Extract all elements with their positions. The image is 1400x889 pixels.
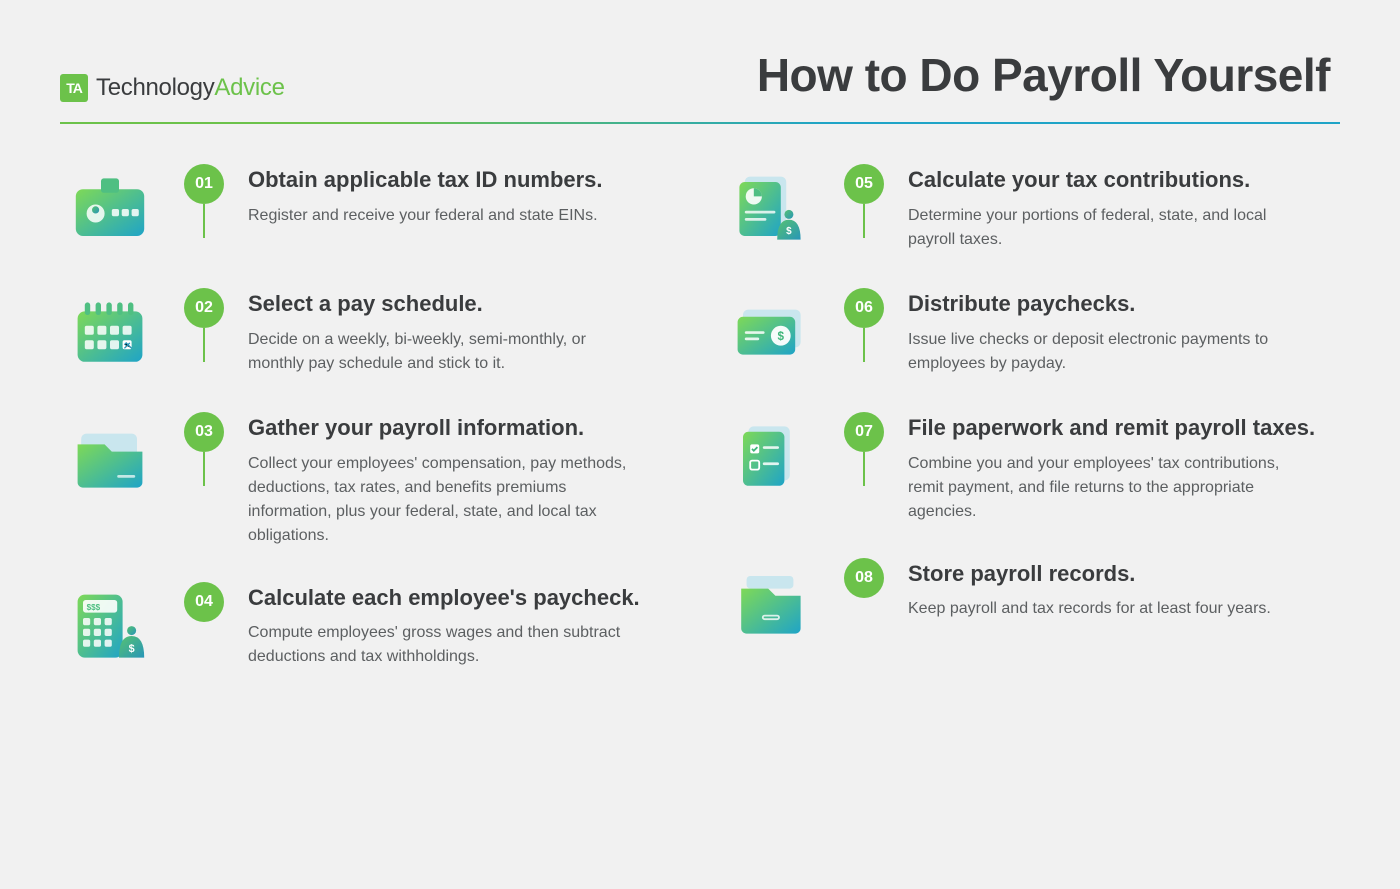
folder-icon <box>60 412 160 502</box>
step-number-badge: 08 <box>844 558 884 598</box>
step-number-badge: 01 <box>184 164 224 204</box>
calculator-money-icon: $$$ $ <box>60 582 160 672</box>
step-number-badge: 02 <box>184 288 224 328</box>
step-number-badge: 07 <box>844 412 884 452</box>
connector-line <box>863 204 865 238</box>
paycheck-icon: $ <box>720 288 820 378</box>
connector-line <box>203 204 205 238</box>
step-title: Distribute paychecks. <box>908 290 1340 318</box>
step-title: Gather your payroll information. <box>248 414 680 442</box>
right-column: $ 05 Calculate your tax contributions. D… <box>720 164 1340 672</box>
svg-text:$: $ <box>778 330 785 343</box>
archive-icon <box>720 558 820 648</box>
brand-name-prefix: Technology <box>96 74 214 101</box>
step-body: Gather your payroll information. Collect… <box>248 412 680 548</box>
brand-name-accent: Advice <box>214 74 284 101</box>
connector-line <box>863 452 865 486</box>
header-rule <box>60 122 1340 124</box>
step-body: Calculate your tax contributions. Determ… <box>908 164 1340 252</box>
step-desc: Determine your portions of federal, stat… <box>908 204 1288 252</box>
step-badge-wrap: 04 <box>184 582 224 622</box>
step-07: 07 File paperwork and remit payroll taxe… <box>720 412 1340 558</box>
svg-text:$: $ <box>129 643 135 655</box>
step-badge-wrap: 01 <box>184 164 224 204</box>
step-03: 03 Gather your payroll information. Coll… <box>60 412 680 582</box>
step-badge-wrap: 08 <box>844 558 884 598</box>
step-title: Obtain applicable tax ID numbers. <box>248 166 680 194</box>
steps-columns: 01 Obtain applicable tax ID numbers. Reg… <box>60 164 1340 672</box>
svg-text:$$$: $$$ <box>87 602 101 611</box>
brand-name: TechnologyAdvice <box>96 74 285 102</box>
step-badge-wrap: 02 <box>184 288 224 328</box>
step-badge-wrap: 06 <box>844 288 884 328</box>
step-number-badge: 05 <box>844 164 884 204</box>
step-title: File paperwork and remit payroll taxes. <box>908 414 1340 442</box>
step-desc: Register and receive your federal and st… <box>248 204 628 228</box>
step-number-badge: 06 <box>844 288 884 328</box>
step-badge-wrap: 07 <box>844 412 884 452</box>
step-desc: Compute employees' gross wages and then … <box>248 621 628 669</box>
step-desc: Issue live checks or deposit electronic … <box>908 328 1288 376</box>
step-06: $ 06 Distribute paychecks. Issue live ch… <box>720 288 1340 412</box>
calendar-icon <box>60 288 160 378</box>
step-body: File paperwork and remit payroll taxes. … <box>908 412 1340 524</box>
step-body: Select a pay schedule. Decide on a weekl… <box>248 288 680 376</box>
step-body: Store payroll records. Keep payroll and … <box>908 558 1340 622</box>
step-title: Calculate your tax contributions. <box>908 166 1340 194</box>
left-column: 01 Obtain applicable tax ID numbers. Reg… <box>60 164 680 672</box>
step-desc: Keep payroll and tax records for at leas… <box>908 597 1288 621</box>
id-badge-icon <box>60 164 160 254</box>
step-desc: Combine you and your employees' tax cont… <box>908 452 1288 524</box>
step-desc: Collect your employees' compensation, pa… <box>248 452 628 548</box>
header: TA TechnologyAdvice How to Do Payroll Yo… <box>60 48 1340 118</box>
connector-line <box>863 328 865 362</box>
step-title: Store payroll records. <box>908 560 1340 588</box>
step-title: Calculate each employee's paycheck. <box>248 584 680 612</box>
report-money-icon: $ <box>720 164 820 254</box>
step-badge-wrap: 03 <box>184 412 224 452</box>
step-body: Obtain applicable tax ID numbers. Regist… <box>248 164 680 228</box>
connector-line <box>203 452 205 486</box>
step-desc: Decide on a weekly, bi-weekly, semi-mont… <box>248 328 628 376</box>
step-number-badge: 04 <box>184 582 224 622</box>
step-body: Calculate each employee's paycheck. Comp… <box>248 582 680 670</box>
checklist-icon <box>720 412 820 502</box>
step-02: 02 Select a pay schedule. Decide on a we… <box>60 288 680 412</box>
page-title: How to Do Payroll Yourself <box>757 48 1330 102</box>
step-01: 01 Obtain applicable tax ID numbers. Reg… <box>60 164 680 288</box>
step-badge-wrap: 05 <box>844 164 884 204</box>
step-body: Distribute paychecks. Issue live checks … <box>908 288 1340 376</box>
step-title: Select a pay schedule. <box>248 290 680 318</box>
connector-line <box>203 328 205 362</box>
svg-text:$: $ <box>786 226 792 237</box>
step-number-badge: 03 <box>184 412 224 452</box>
step-05: $ 05 Calculate your tax contributions. D… <box>720 164 1340 288</box>
brand-mark: TA <box>60 74 88 102</box>
step-08: 08 Store payroll records. Keep payroll a… <box>720 558 1340 648</box>
step-04: $$$ $ 04 Calculate each employee's paych… <box>60 582 680 672</box>
brand-logo: TA TechnologyAdvice <box>60 74 285 102</box>
